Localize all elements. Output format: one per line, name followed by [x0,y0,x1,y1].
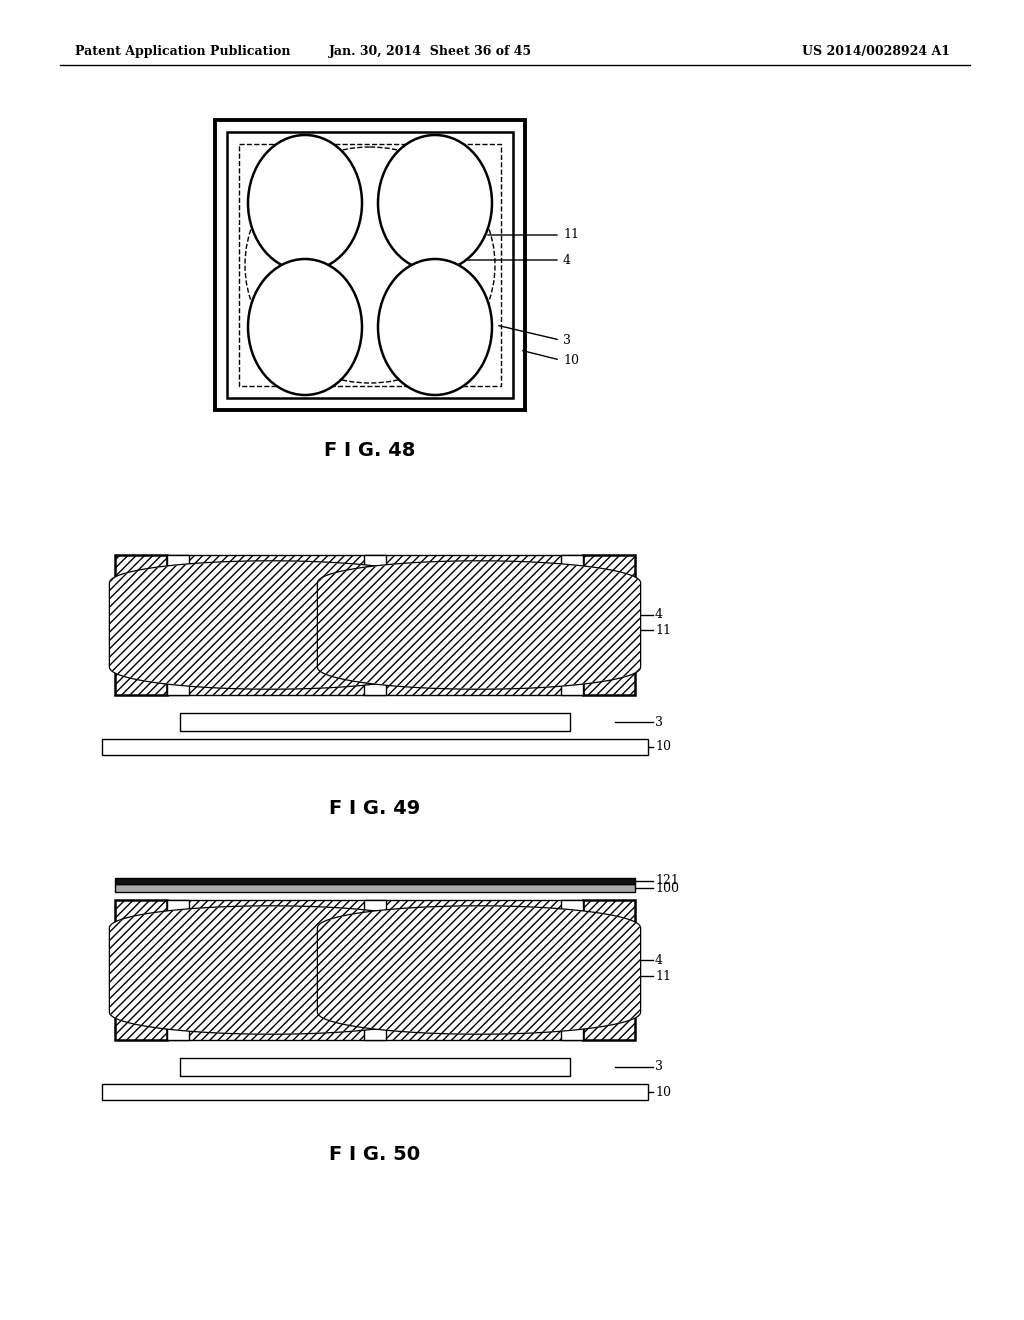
Bar [364,667,386,696]
Text: 11: 11 [655,969,671,982]
Polygon shape [318,561,640,689]
Ellipse shape [248,135,362,271]
Ellipse shape [378,135,492,271]
Text: 10: 10 [655,1085,671,1098]
Text: 3: 3 [563,334,571,346]
Bar [115,554,167,696]
Bar [364,1012,386,1040]
Bar [227,132,513,399]
Bar [364,554,386,583]
Bar [115,900,167,1040]
Bar [167,900,583,1040]
Text: 3: 3 [655,715,663,729]
Bar [215,120,525,411]
Bar [102,739,648,755]
Polygon shape [110,907,432,1034]
Bar [102,1084,648,1100]
Polygon shape [110,561,432,689]
Ellipse shape [248,259,362,395]
Bar [167,554,583,696]
Text: US 2014/0028924 A1: US 2014/0028924 A1 [802,45,950,58]
Polygon shape [318,907,640,1034]
Bar [180,713,570,731]
Text: 10: 10 [655,741,671,754]
Bar [115,884,635,892]
Bar [239,144,501,385]
Bar [167,1012,189,1040]
Text: 4: 4 [563,253,571,267]
Text: 11: 11 [655,623,671,636]
Bar [167,667,189,696]
Text: F I G. 50: F I G. 50 [330,1144,421,1163]
Bar [364,900,386,928]
Polygon shape [110,907,432,1034]
Bar [115,878,635,884]
Text: 11: 11 [563,228,579,242]
Text: F I G. 49: F I G. 49 [330,800,421,818]
Text: 4: 4 [655,609,663,622]
Text: Jan. 30, 2014  Sheet 36 of 45: Jan. 30, 2014 Sheet 36 of 45 [329,45,531,58]
Bar [583,900,635,1040]
Bar [180,1059,570,1076]
Bar [167,900,189,928]
Bar [561,1012,583,1040]
Text: 4: 4 [655,953,663,966]
Bar [561,667,583,696]
Text: 10: 10 [563,354,579,367]
Bar [583,554,635,696]
Bar [167,554,189,583]
Text: 121: 121 [655,874,679,887]
Text: 100: 100 [655,882,679,895]
Polygon shape [110,561,432,689]
Polygon shape [318,907,640,1034]
Text: F I G. 48: F I G. 48 [325,441,416,459]
Bar [561,554,583,583]
Text: 3: 3 [655,1060,663,1073]
Text: Patent Application Publication: Patent Application Publication [75,45,291,58]
Polygon shape [318,561,640,689]
Bar [561,900,583,928]
Ellipse shape [378,259,492,395]
